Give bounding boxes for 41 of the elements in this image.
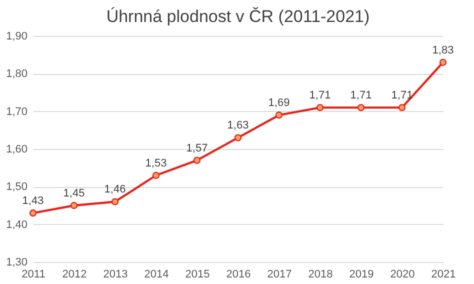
x-tick-label: 2014 bbox=[144, 268, 169, 280]
x-tick-label: 2012 bbox=[62, 268, 87, 280]
x-tick-label: 2017 bbox=[267, 268, 292, 280]
data-label: 1,83 bbox=[432, 44, 454, 56]
point bbox=[439, 58, 447, 66]
data-label: 1,57 bbox=[186, 142, 208, 154]
point bbox=[316, 104, 324, 112]
y-tick-label: 1,40 bbox=[6, 218, 28, 231]
point bbox=[357, 104, 365, 112]
y-tick-label: 1,30 bbox=[6, 256, 28, 268]
data-label: 1,71 bbox=[391, 90, 413, 102]
point bbox=[398, 104, 406, 112]
x-tick-label: 2016 bbox=[226, 268, 251, 280]
data-label: 1,71 bbox=[350, 90, 372, 102]
y-tick-label: 1,80 bbox=[6, 68, 28, 80]
x-tick-label: 2018 bbox=[308, 268, 333, 280]
x-tick-label: 2020 bbox=[390, 268, 415, 280]
data-label: 1,69 bbox=[268, 97, 290, 110]
point bbox=[111, 198, 119, 206]
x-tick-label: 2013 bbox=[103, 268, 128, 280]
data-label: 1,63 bbox=[227, 120, 249, 132]
y-tick-label: 1,60 bbox=[6, 144, 28, 156]
point bbox=[152, 172, 160, 179]
point bbox=[70, 202, 78, 210]
data-label: 1,71 bbox=[309, 90, 331, 102]
y-tick-label: 1,50 bbox=[6, 181, 28, 194]
data-label: 1,43 bbox=[22, 195, 44, 208]
data-label: 1,45 bbox=[63, 188, 85, 200]
chart-title: Úhrnná plodnost v ČR (2011-2021) bbox=[106, 7, 370, 26]
x-tick-label: 2021 bbox=[431, 268, 456, 280]
x-tick-label: 2011 bbox=[22, 268, 46, 280]
y-tick-label: 1,70 bbox=[6, 106, 28, 118]
point bbox=[29, 209, 37, 217]
x-tick-label: 2015 bbox=[185, 268, 210, 280]
point bbox=[193, 156, 201, 164]
point bbox=[234, 134, 242, 142]
y-tick-label: 1,90 bbox=[6, 30, 28, 42]
data-label: 1,53 bbox=[145, 157, 167, 170]
point bbox=[275, 112, 283, 119]
data-label: 1,46 bbox=[104, 184, 126, 196]
x-tick-label: 2019 bbox=[349, 268, 374, 280]
